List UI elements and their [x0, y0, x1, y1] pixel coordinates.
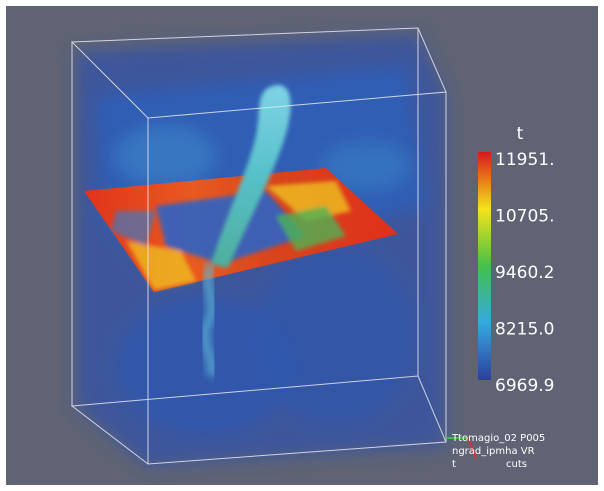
page: {"colorbar": {"title": "t", "labels": ["… — [0, 0, 604, 491]
info-text: Ttomagio_02 P005 — [451, 433, 545, 444]
colorbar-label: 9460.2 — [495, 263, 554, 283]
colorbar-label: 11951. — [495, 150, 554, 170]
colorbar-label: 10705. — [495, 207, 554, 227]
colorbar-title: t — [517, 124, 524, 144]
info-text: ngrad_ipmha VR — [452, 446, 535, 457]
render-view: t 11951. 10705. 9460.2 8215.0 6969.9 Ttomagi… — [6, 6, 598, 485]
colorbar — [478, 152, 491, 380]
axis-label: t — [452, 459, 456, 470]
colorbar-label: 6969.9 — [495, 376, 554, 396]
info-text: cuts — [506, 459, 527, 470]
colorbar-label: 8215.0 — [495, 320, 554, 340]
